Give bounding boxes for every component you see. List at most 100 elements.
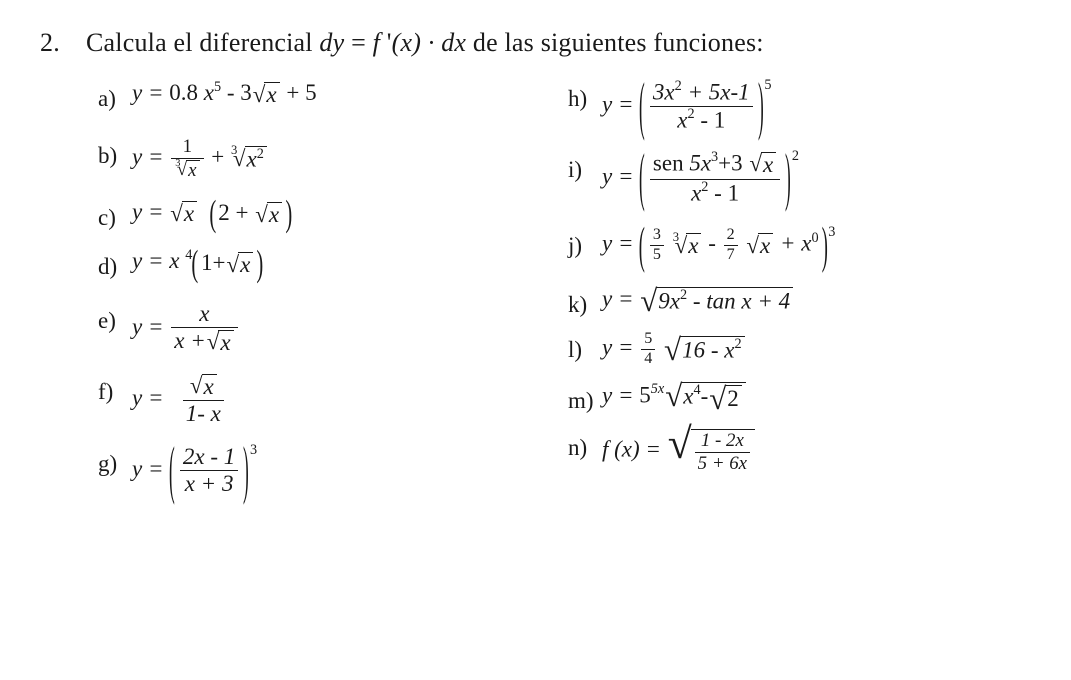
yeq: y = [602, 231, 633, 256]
xp: x + [174, 328, 205, 353]
d: 5 [650, 246, 664, 264]
e5: 5 [764, 78, 771, 94]
expr-k: y = √9x2 - tan x + 4 [602, 286, 794, 315]
onep: 1+ [201, 250, 225, 275]
radx: x [266, 82, 276, 107]
expr-e: y = x x +√x [132, 302, 240, 355]
frac: √x 1- x [183, 373, 224, 426]
e2: 2 [257, 146, 264, 162]
x: x [204, 80, 214, 105]
yeq: y = [132, 199, 169, 224]
yeq: y = [132, 80, 169, 105]
sen: sen [653, 150, 689, 175]
yeq: y = [132, 314, 169, 339]
num1: 1 [171, 137, 203, 159]
yeq: y = [602, 383, 639, 408]
item-i: i) y = ( sen 5x3+3 √x x2 - 1 ) 2 [568, 151, 1028, 206]
f54: 54 [641, 331, 655, 368]
e2b: 2 [687, 106, 694, 122]
r2: 2 [725, 385, 742, 413]
expr-f: y = √x 1- x [132, 373, 226, 426]
sqrt: √16 - x2 [664, 336, 745, 364]
yeq: y = [602, 286, 633, 311]
frac: sen 5x3+3 √x x2 - 1 [650, 151, 780, 206]
label-g: g) [98, 445, 132, 476]
heading-dx: dx [441, 28, 466, 57]
label-m: m) [568, 382, 602, 413]
expr-a: y = 0.8 x5 - 3√x + 5 [132, 80, 317, 107]
label-h: h) [568, 80, 602, 111]
e2o: 2 [792, 149, 799, 165]
s5x: 5x [651, 381, 664, 397]
d2: - 1 [708, 180, 739, 205]
problem-number: 2. [40, 28, 86, 58]
expr-j: y = ( 35 3√x - 27 √x + x0 ) 3 [602, 227, 835, 264]
cbrt-x: 3√x [673, 233, 702, 258]
x: x [169, 248, 179, 273]
sqrtx: √x [170, 201, 197, 226]
r: 16 - x [682, 337, 734, 362]
coef: 0.8 [169, 80, 204, 105]
paren: ( 3x2 + 5x-1 x2 - 1 ) 5 [639, 80, 771, 133]
twop: 2 + [218, 200, 254, 225]
sqrt: 3√x [175, 160, 199, 181]
d2: - 1 [695, 107, 726, 132]
n: 5 [641, 331, 655, 350]
minus: - [708, 231, 721, 256]
label-n: n) [568, 429, 602, 460]
left-column: a) y = 0.8 x5 - 3√x + 5 b) y = 1 3√x + 3… [98, 80, 568, 496]
sqrtx: √x [190, 374, 217, 399]
expr-m: y = 55x√x4-√2 [602, 382, 747, 412]
expr-n: f (x) = √ 1 - 2x 5 + 6x [602, 429, 756, 474]
n2: + 5x-1 [682, 80, 750, 105]
item-g: g) y = ( 2x - 1 x + 3 ) 3 [98, 445, 568, 496]
label-c: c) [98, 199, 132, 230]
x: x [240, 252, 250, 277]
plus: + [211, 145, 230, 170]
label-l: l) [568, 331, 602, 362]
item-k: k) y = √9x2 - tan x + 4 [568, 286, 1028, 317]
n2: +3 [718, 150, 748, 175]
frac: x x +√x [171, 302, 237, 355]
yeq: y = [602, 335, 633, 360]
heading-eq: = [344, 28, 372, 57]
px: + x [780, 231, 811, 256]
frac: 2x - 1 x + 3 [180, 445, 238, 496]
expr-c: y = √x (2 + √x) [132, 199, 292, 227]
heading-paren: (x) · [392, 28, 442, 57]
sqrtx: √x [226, 252, 253, 277]
x: x [760, 233, 770, 258]
label-b: b) [98, 137, 132, 168]
expr-b: y = 1 3√x + 3√x2 [132, 137, 268, 181]
sqrtx: √x [746, 233, 773, 258]
e5: 5 [214, 79, 221, 95]
yeq: y = [132, 145, 169, 170]
sqrtx: √x [749, 152, 776, 177]
sqrt-x2: 3√x2 [231, 146, 267, 172]
n: 2x - 1 [183, 444, 235, 469]
d1: x [691, 180, 701, 205]
item-n: n) f (x) = √ 1 - 2x 5 + 6x [568, 429, 1028, 474]
nx: 9x [658, 289, 680, 314]
item-a: a) y = 0.8 x5 - 3√x + 5 [98, 80, 568, 111]
d1: x [677, 107, 687, 132]
e2: 2 [734, 336, 741, 352]
heading-text: Calcula el diferencial dy = f '(x) · dx … [86, 28, 764, 58]
e3o: 3 [828, 225, 835, 241]
e2: 2 [675, 78, 682, 94]
item-h: h) y = ( 3x2 + 5x-1 x2 - 1 ) 5 [568, 80, 1028, 133]
item-f: f) y = √x 1- x [98, 373, 568, 426]
item-b: b) y = 1 3√x + 3√x2 [98, 137, 568, 181]
frac: 1 - 2x 5 + 6x [695, 431, 750, 474]
x: x [763, 152, 773, 177]
b5: 5 [639, 383, 651, 408]
item-c: c) y = √x (2 + √x) [98, 199, 568, 230]
sqrt: √x4-√2 [665, 382, 746, 412]
sqrtx: √x [207, 330, 234, 355]
paren: (2 + √x) [210, 200, 292, 227]
item-d: d) y = x 4(1+√x) [98, 248, 568, 279]
frac-1-rootx: 1 3√x [171, 137, 203, 181]
e0: 0 [812, 230, 819, 246]
d: x + 3 [185, 471, 234, 496]
e4: 4 [693, 382, 700, 398]
